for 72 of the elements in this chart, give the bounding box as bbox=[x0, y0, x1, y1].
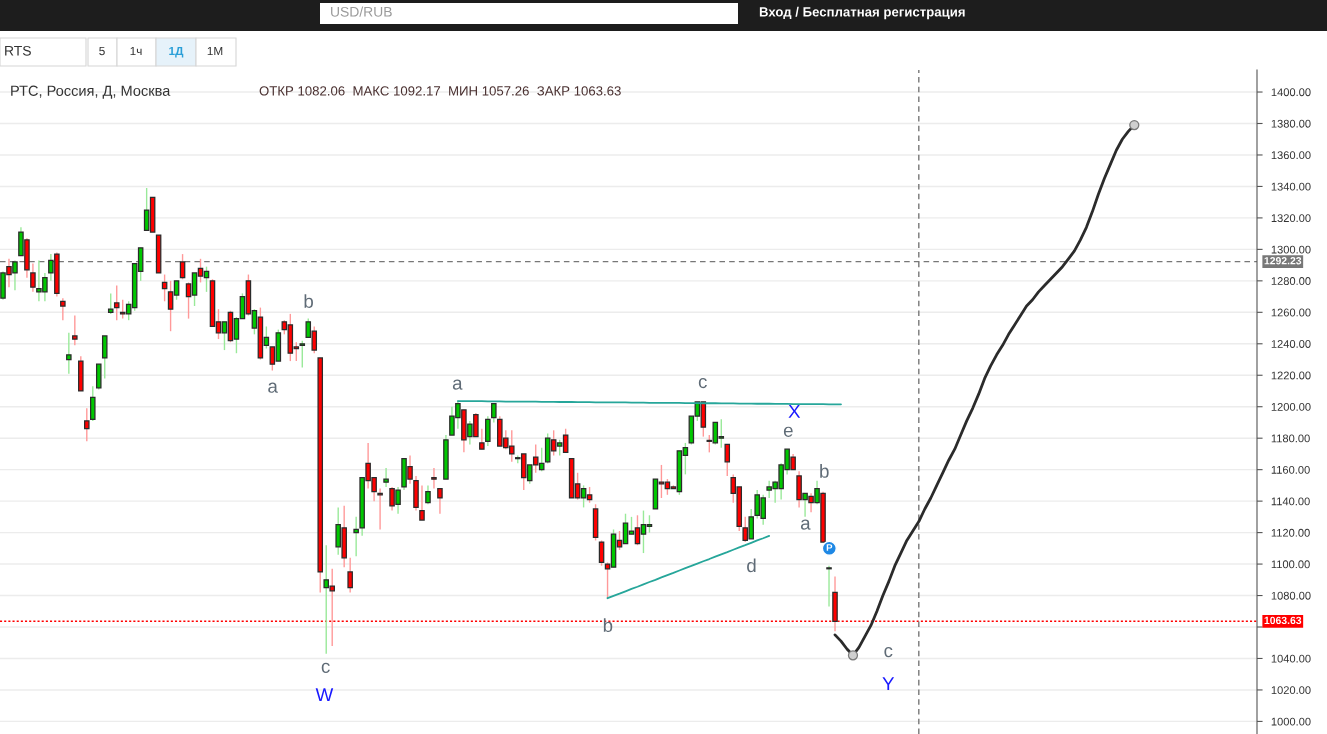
y-tick-label: 1080.00 bbox=[1271, 591, 1311, 600]
candlestick bbox=[113, 284, 120, 321]
y-tick-label: 1140.00 bbox=[1271, 497, 1310, 506]
y-tick-label: 1120.00 bbox=[1271, 528, 1310, 537]
y-tick-label: 1220.00 bbox=[1271, 371, 1311, 380]
candlestick bbox=[60, 297, 66, 321]
y-tick-label: 1180.00 bbox=[1271, 434, 1310, 443]
y-tick-label: 1040.00 bbox=[1271, 654, 1311, 663]
y-tick-label: 1300.00 bbox=[1271, 245, 1311, 254]
annotation: c bbox=[698, 377, 707, 389]
y-tick-label: 1320.00 bbox=[1271, 214, 1311, 223]
y-tick-label: 1160.00 bbox=[1271, 465, 1310, 474]
y-tick-label: 1340.00 bbox=[1271, 182, 1311, 191]
annotation: b bbox=[304, 294, 313, 308]
annotation: Y bbox=[882, 677, 895, 691]
candlestick bbox=[431, 467, 437, 490]
candlestick bbox=[479, 428, 485, 450]
candlestick bbox=[598, 539, 605, 567]
annotation: b bbox=[820, 464, 829, 478]
annotation: b bbox=[603, 618, 613, 633]
candlestick bbox=[826, 564, 832, 608]
y-tick-label: 1020.00 bbox=[1271, 686, 1311, 695]
y-tick-label: 1380.00 bbox=[1271, 119, 1311, 128]
candlestick bbox=[101, 335, 108, 380]
candlestick bbox=[419, 484, 425, 521]
y-tick-label: 1240.00 bbox=[1271, 340, 1311, 348]
candlestick bbox=[437, 487, 443, 515]
candlestick bbox=[491, 402, 497, 424]
candlestick bbox=[383, 467, 389, 488]
candlestick bbox=[66, 332, 72, 375]
annotation: c bbox=[884, 646, 893, 658]
text: РТС, Россия, Д, Москва bbox=[11, 85, 171, 99]
y-tick-label: 1360.00 bbox=[1271, 151, 1311, 160]
y-tick-label: 1100.00 bbox=[1271, 560, 1310, 569]
text: 1ч bbox=[130, 46, 142, 56]
annotation: e bbox=[783, 426, 793, 437]
text: Вход / Бесплатная регистрация bbox=[759, 6, 965, 20]
annotation: a bbox=[268, 382, 278, 393]
text: 1Д bbox=[169, 46, 184, 58]
annotation: a bbox=[452, 379, 463, 390]
candlestick bbox=[299, 339, 306, 369]
annotation: a bbox=[800, 519, 811, 530]
candlestick bbox=[179, 253, 186, 280]
annotation: P bbox=[826, 544, 833, 551]
text: USD/RUB bbox=[331, 6, 392, 17]
annotation: c bbox=[321, 662, 330, 673]
text: 1М bbox=[207, 46, 223, 56]
annotation: W bbox=[315, 688, 334, 702]
text: ОТКР 1082.06 МАКС 1092.17 МИН 1057.26 ЗАКР 1063.63 bbox=[259, 86, 621, 96]
ref-line-label: 1063.63 bbox=[1264, 616, 1302, 625]
y-tick-label: 1280.00 bbox=[1271, 277, 1311, 285]
candlestick bbox=[89, 385, 96, 422]
candlestick bbox=[30, 262, 36, 293]
y-tick-label: 1000.00 bbox=[1271, 717, 1311, 726]
ref-line-label: 1292.23 bbox=[1264, 257, 1302, 265]
line-series bbox=[606, 534, 771, 600]
candlestick bbox=[425, 484, 431, 505]
candlestick bbox=[72, 314, 78, 347]
annotation: d bbox=[747, 558, 756, 573]
candlestick bbox=[353, 516, 359, 557]
candlestick bbox=[724, 443, 731, 477]
y-tick-label: 1200.00 bbox=[1271, 402, 1311, 411]
candlestick bbox=[347, 557, 353, 594]
y-tick-label: 1260.00 bbox=[1271, 308, 1311, 317]
candlestick bbox=[95, 363, 102, 391]
candlestick bbox=[84, 407, 90, 443]
annotation: X bbox=[788, 404, 801, 418]
y-tick-label: 1400.00 bbox=[1271, 88, 1311, 97]
text: RTS bbox=[5, 45, 31, 56]
candlestick bbox=[107, 292, 114, 315]
text: 5 bbox=[99, 46, 105, 56]
candlestick bbox=[485, 415, 491, 447]
